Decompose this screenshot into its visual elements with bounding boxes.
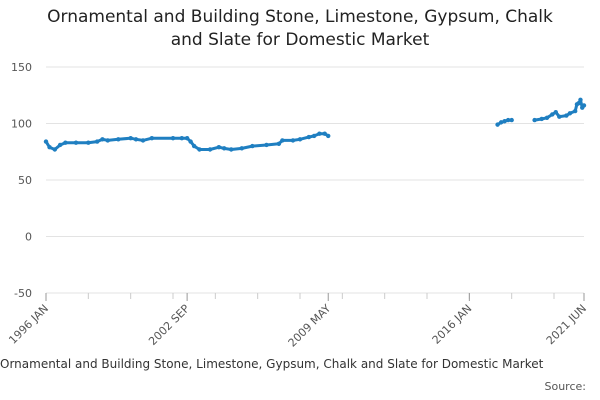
x-tick-label: 2009 MAY [286,302,334,350]
data-point [133,137,139,142]
data-point [216,145,222,150]
data-point [221,146,227,151]
data-point [581,103,587,108]
data-point [105,138,110,143]
data-point [47,145,52,150]
data-point [86,140,91,145]
data-point [576,100,581,106]
data-point [191,143,197,149]
data-point [306,134,312,140]
y-tick-label: 150 [11,61,32,74]
data-point [564,113,569,118]
chart-title-line2: and Slate for Domestic Market [170,30,430,50]
data-point [495,122,500,127]
data-point [297,137,303,142]
source-label: Source: [544,380,587,393]
data-point [290,138,296,143]
data-point [567,111,573,116]
data-point [509,117,514,123]
data-point [52,147,58,152]
data-point [184,135,190,141]
data-point [229,147,234,152]
y-tick-label: 50 [18,174,32,187]
data-point [140,138,146,143]
data-point [280,138,285,143]
data-point [94,139,100,144]
data-point [179,135,185,141]
data-point [553,110,558,115]
data-point [207,147,213,152]
chart-title-line1: Ornamental and Building Stone, Limestone… [47,7,553,27]
data-point [128,135,133,141]
data-point [57,142,63,148]
data-point [250,143,255,149]
data-point [43,139,49,144]
data-point [239,146,244,151]
data-point [557,114,562,119]
data-point [539,116,544,122]
data-point [149,135,155,141]
data-point [572,108,578,114]
data-point [544,115,550,121]
data-point [505,117,511,123]
data-point [578,97,583,102]
data-point [326,133,331,139]
data-point [322,131,327,136]
y-tick-label: 100 [11,118,32,131]
data-point [170,135,176,141]
chart-title: Ornamental and Building Stone, Limestone… [0,6,600,52]
data-point [264,142,269,148]
data-point [276,141,282,147]
x-tick-label: 2016 JAN [430,302,475,347]
data-point [63,140,68,145]
legend-label: Ornamental and Building Stone, Limestone… [0,357,544,371]
data-point [502,119,507,124]
data-point [116,137,121,142]
data-point [532,117,537,123]
data-point [311,133,317,139]
y-tick-label: 0 [25,231,32,244]
data-point [100,137,105,142]
data-point [188,139,193,144]
data-point [550,112,555,117]
x-tick-label: 2021 JUN [544,302,589,347]
data-point [498,120,504,125]
data-point [73,140,79,145]
data-point [197,147,202,152]
x-tick-label: 2002 SEP [146,302,192,348]
x-tick-label: 1996 JAN [6,302,51,347]
y-tick-label: -50 [14,287,32,300]
data-point [317,131,322,136]
